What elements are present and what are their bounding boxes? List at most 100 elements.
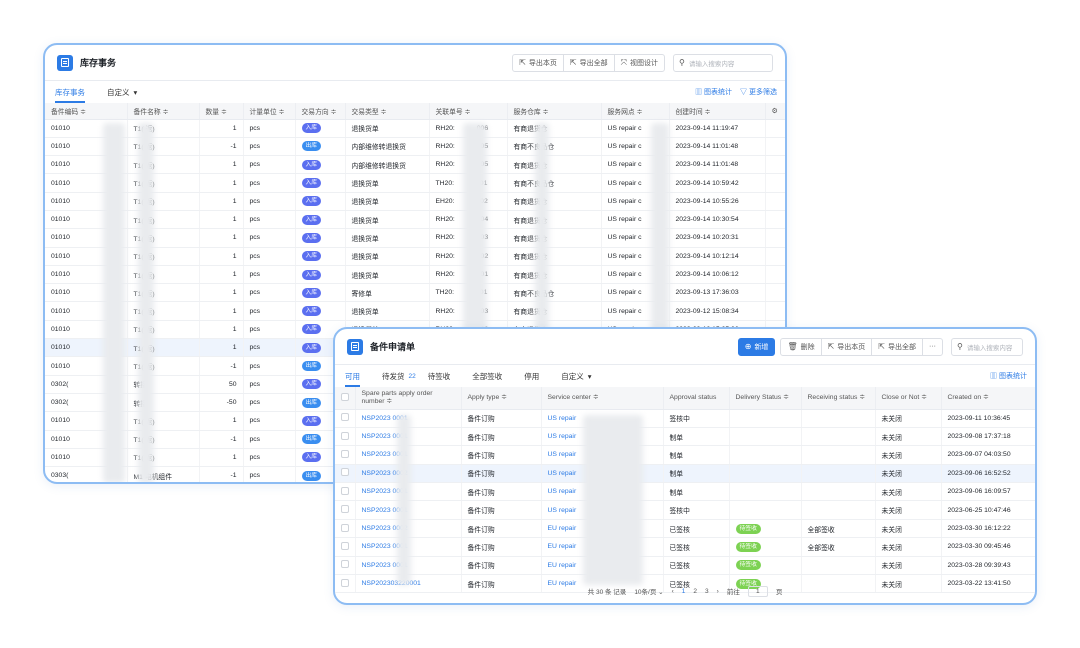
tab-custom[interactable]: 自定义 ▾	[107, 87, 138, 97]
direction-badge: 出库	[301, 434, 322, 445]
column-header[interactable]: 交易类型 ≑	[345, 103, 430, 120]
created-on: 2023-09-07 04:03:50	[941, 445, 1035, 465]
column-header[interactable]: Spare parts apply order number ≑	[355, 387, 462, 410]
table-row[interactable]: 01010T1( 返)1pcs入库内部维修转退换货RH20:005有商退货仓US…	[45, 155, 785, 175]
tab-available[interactable]: 可用	[345, 365, 360, 387]
window-title: 库存事务	[80, 58, 117, 68]
row-checkbox[interactable]	[335, 537, 356, 557]
row-checkbox[interactable]	[335, 409, 356, 428]
table-row[interactable]: NSP202303220001 备件订购 EU repair 已签核 待签收 未关闭 202…	[335, 574, 1035, 594]
redaction-blur	[535, 123, 549, 353]
row-checkbox[interactable]	[335, 519, 356, 539]
page-3[interactable]: 3	[705, 587, 709, 595]
row-checkbox[interactable]	[335, 482, 356, 502]
table-row[interactable]: NSP2023 0001 备件订购 US repair 签核中 未关闭 2023-06-2…	[335, 500, 1035, 520]
new-button[interactable]: ⊕ 新增	[737, 337, 776, 356]
delivery-status-cell: 待签收	[729, 537, 802, 557]
column-header[interactable]: Service center ≑	[541, 387, 664, 410]
column-header[interactable]: Close or Not ≑	[875, 387, 942, 410]
tab-inventory[interactable]: 库存事务	[55, 81, 85, 103]
page-input[interactable]: 1	[747, 585, 768, 597]
search-input[interactable]: ⚲ 请输入搜索内容	[673, 53, 773, 72]
close-status: 未关闭	[875, 464, 942, 484]
quantity: 50	[199, 375, 244, 394]
table-row[interactable]: NSP2023 0001 备件订购 US repair 制单 未关闭 2023-09-07…	[335, 445, 1035, 465]
row-checkbox[interactable]	[335, 427, 356, 447]
unit: pcs	[243, 448, 296, 468]
table-row[interactable]: NSP2023 0001 备件订购 US repair 签核中 未关闭 2023-09-1…	[335, 409, 1035, 428]
direction-badge: 出库	[301, 361, 322, 371]
unit: pcs	[243, 119, 296, 138]
column-header[interactable]: 服务仓库 ≑	[507, 103, 602, 120]
view-design-button[interactable]: ⤧ 视图设计	[613, 53, 665, 72]
tab-all-received[interactable]: 全部签收	[472, 371, 503, 381]
page-size-select[interactable]: 10条/页 ⌄	[634, 589, 664, 596]
column-header[interactable]: 创建时间 ≑	[669, 103, 766, 120]
export-page-button[interactable]: ⇱ 导出本页	[512, 53, 564, 72]
related-order-prefix: EH20:	[435, 197, 455, 205]
more-button[interactable]: ···	[922, 337, 943, 356]
column-header[interactable]: Approval status	[663, 387, 730, 410]
column-header[interactable]: Apply type ≑	[461, 387, 542, 410]
export-page-button[interactable]: ⇱ 导出本页	[820, 337, 873, 356]
created-on: 2023-09-08 17:37:18	[941, 427, 1035, 447]
column-header[interactable]: 计量单位 ≑	[243, 103, 296, 120]
column-header[interactable]: 服务网点 ≑	[601, 103, 670, 120]
table-row[interactable]: NSP2023 0001 备件订购 EU repair 已签核 待签收 未关闭 2023-0…	[335, 556, 1035, 576]
delivery-status-badge: 待签收	[735, 578, 761, 589]
table-row[interactable]: NSP2023 0001 备件订购 US repair 制单 未关闭 2023-09-06…	[335, 482, 1035, 502]
more-filters-link[interactable]: ▽ 更多筛选	[740, 89, 777, 96]
page-1[interactable]: 1	[681, 587, 686, 595]
column-header[interactable]: 交易方向 ≑	[295, 103, 346, 120]
search-icon: ⚲	[679, 57, 685, 67]
next-page-icon[interactable]: ›	[716, 587, 719, 595]
column-header[interactable]: 备件编码 ≑	[45, 103, 128, 120]
prev-page-icon[interactable]: ‹	[671, 587, 674, 595]
export-all-button[interactable]: ⇱ 导出全部	[871, 337, 923, 356]
select-all-checkbox[interactable]	[335, 387, 356, 410]
row-checkbox[interactable]	[335, 556, 356, 576]
column-header[interactable]: Receiving status ≑	[801, 387, 876, 410]
tab-pending-receipt[interactable]: 待签收	[427, 371, 451, 381]
delete-button[interactable]: 🗑 删除	[780, 337, 822, 356]
apply-type: 备件订购	[461, 537, 542, 557]
search-input[interactable]: ⚲ 请输入搜索内容	[951, 337, 1023, 356]
page-2[interactable]: 2	[693, 587, 698, 595]
table-row[interactable]: NSP2023 0001 备件订购 EU repair 已签核 待签收 全部签收 未关闭 20…	[335, 537, 1035, 557]
table-row[interactable]: NSP2023 0002 备件订购 US repair 制单 未关闭 2023-09-06…	[335, 464, 1035, 484]
row-checkbox[interactable]	[335, 574, 356, 594]
delivery-status-cell	[729, 409, 802, 428]
delivery-status-cell: 待签收	[729, 519, 802, 539]
tab-custom[interactable]: 自定义 ▾	[561, 371, 592, 381]
chart-stats-link[interactable]: ▥ 图表统计	[695, 89, 733, 96]
tab-pending-delivery[interactable]: 待发货 22	[382, 371, 416, 381]
column-header[interactable]: 备件名称 ≑	[127, 103, 200, 120]
column-header[interactable]: Created on ≑	[941, 387, 1035, 410]
chart-stats-link[interactable]: ▥ 图表统计	[990, 373, 1027, 380]
tab-disabled[interactable]: 停用	[524, 371, 540, 381]
table-row[interactable]: 01010T1( 返)-1pcs出库内部维修转退换货RH20:005有商不良品仓…	[45, 137, 785, 157]
created-time: 2023-09-14 10:59:42	[669, 173, 766, 193]
table-row[interactable]: NSP2023 0002 备件订购 EU repair 已签核 待签收 全部签收 未关闭 20…	[335, 519, 1035, 539]
related-order-prefix: TH20:	[435, 179, 455, 187]
settings-gear-icon[interactable]: ⚙	[765, 103, 785, 120]
row-checkbox[interactable]	[335, 500, 356, 520]
created-on: 2023-09-06 16:09:57	[941, 482, 1035, 502]
table-row[interactable]: NSP2023 0001 备件订购 US repair 制单 未关闭 2023-09-08…	[335, 427, 1035, 447]
delivery-status-cell	[729, 500, 802, 520]
column-header[interactable]: 关联单号 ≑	[429, 103, 508, 120]
row-checkbox[interactable]	[335, 464, 356, 484]
row-checkbox[interactable]	[335, 445, 356, 465]
column-header[interactable]: Delivery Status ≑	[729, 387, 802, 410]
column-header[interactable]: 数量 ≑	[199, 103, 244, 120]
export-all-button[interactable]: ⇱ 导出全部	[562, 53, 615, 72]
